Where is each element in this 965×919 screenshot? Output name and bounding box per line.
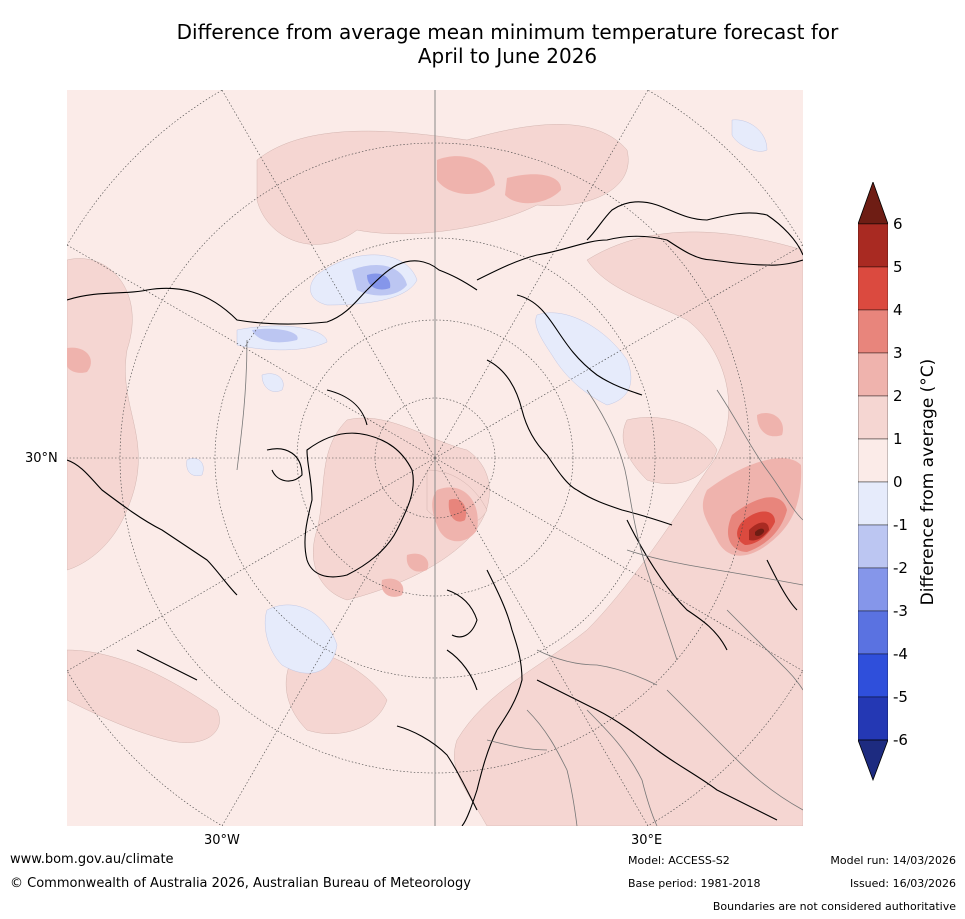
colorbar-tick-4: 4 (893, 301, 903, 319)
title-line-1: Difference from average mean minimum tem… (176, 20, 839, 44)
colorbar-band-m5-m4 (858, 653, 888, 698)
colorbar-tick-5: 5 (893, 258, 903, 276)
colorbar (858, 182, 888, 782)
boundaries-disclaimer: Boundaries are not considered authoritat… (712, 900, 956, 913)
model-info: Model: ACCESS-S2 (628, 854, 730, 867)
country-borders (236, 339, 803, 826)
colorbar-tick-6: 6 (893, 215, 903, 233)
chart-title: Difference from average mean minimum tem… (60, 20, 955, 68)
anomaly-above-6-region (755, 528, 765, 536)
title-line-2: April to June 2026 (417, 44, 598, 68)
latitude-label-30n: 30°N (25, 451, 58, 466)
colorbar-band-0-1 (858, 438, 888, 483)
base-period-info: Base period: 1981-2018 (628, 877, 761, 890)
colorbar-band-m4-m3 (858, 610, 888, 655)
colorbar-band-m1-0 (858, 481, 888, 526)
coastlines (67, 201, 803, 826)
colorbar-title: Difference from average (°C) (918, 358, 938, 606)
colorbar-band-1-2 (858, 395, 888, 440)
colorbar-extend-high (858, 182, 888, 225)
colorbar-band-m2-m1 (858, 524, 888, 569)
colorbar-band-m6-m5 (858, 696, 888, 741)
forecast-map (67, 90, 803, 826)
colorbar-band-2-3 (858, 352, 888, 397)
colorbar-tick-m5: -5 (893, 688, 908, 706)
colorbar-tick-3: 3 (893, 344, 903, 362)
colorbar-tick-m4: -4 (893, 645, 908, 663)
colorbar-tick-2: 2 (893, 387, 903, 405)
colorbar-extend-low (858, 739, 888, 782)
colorbar-tick-m3: -3 (893, 602, 908, 620)
colorbar-band-4-5 (858, 266, 888, 311)
copyright-notice: © Commonwealth of Australia 2026, Austra… (10, 876, 471, 891)
longitude-label-30e: 30°E (631, 833, 663, 848)
map-canvas (67, 90, 803, 826)
colorbar-tick-0: 0 (893, 473, 903, 491)
colorbar-tick-m1: -1 (893, 516, 908, 534)
colorbar-tick-m6: -6 (893, 731, 908, 749)
model-run-info: Model run: 14/03/2026 (830, 854, 956, 867)
issued-info: Issued: 16/03/2026 (849, 877, 956, 890)
anomaly-minus3-to-minus2-region (367, 273, 391, 290)
colorbar-band-3-4 (858, 309, 888, 354)
longitude-label-30w: 30°W (204, 833, 240, 848)
colorbar-band-m3-m2 (858, 567, 888, 612)
colorbar-band-5-6 (858, 223, 888, 268)
colorbar-tick-m2: -2 (893, 559, 908, 577)
website-link[interactable]: www.bom.gov.au/climate (10, 852, 174, 867)
colorbar-tick-1: 1 (893, 430, 903, 448)
